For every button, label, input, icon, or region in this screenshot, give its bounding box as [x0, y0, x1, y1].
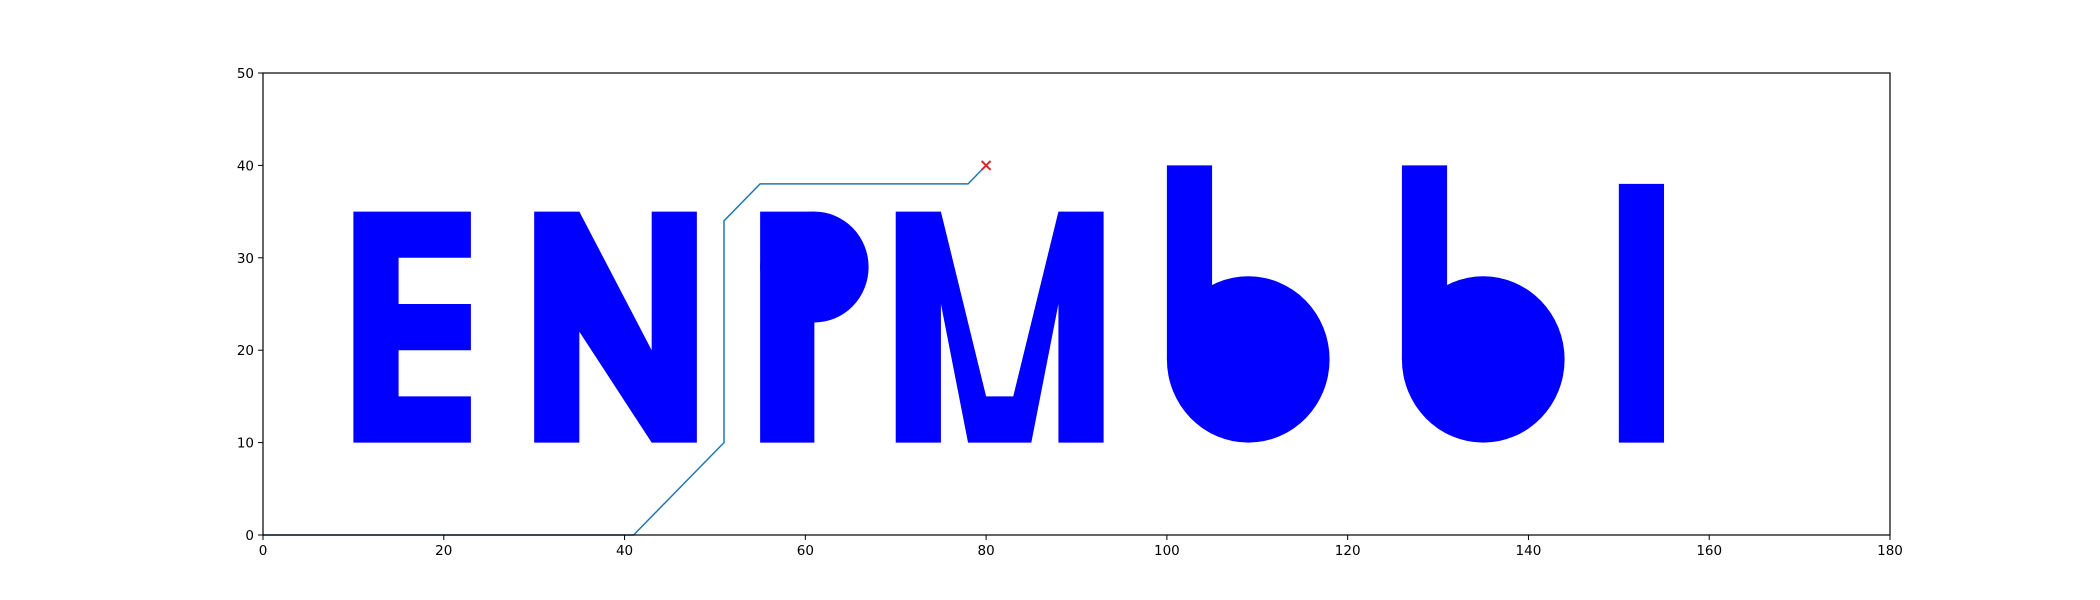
obstacle-bar — [1618, 183, 1665, 443]
axes-frame — [262, 72, 1891, 536]
y-axis-ticks: 0 10 20 30 40 50 — [237, 66, 263, 544]
x-tick-label: 20 — [435, 543, 452, 559]
obstacle-M — [895, 211, 1104, 443]
y-tick-label: 10 — [237, 436, 254, 452]
y-tick-label: 30 — [237, 251, 254, 267]
y-tick-label: 40 — [237, 158, 254, 174]
obstacle-b2-bowl — [1401, 276, 1565, 443]
obstacles-layer — [353, 165, 1665, 443]
goal-marker — [980, 160, 992, 171]
obstacle-E — [353, 211, 471, 443]
x-tick-label: 160 — [1696, 543, 1722, 559]
marker-layer — [980, 160, 992, 171]
y-tick-label: 50 — [237, 66, 254, 82]
obstacle-N — [534, 211, 697, 443]
x-tick-label: 100 — [1154, 543, 1180, 559]
x-tick-label: 60 — [797, 543, 814, 559]
y-tick-label: 0 — [245, 528, 254, 544]
x-tick-label: 180 — [1877, 543, 1903, 559]
x-tick-label: 40 — [616, 543, 633, 559]
x-tick-label: 80 — [978, 543, 995, 559]
x-tick-label: 120 — [1335, 543, 1361, 559]
obstacle-P-bowl — [760, 211, 869, 323]
obstacle-b1-bowl — [1166, 276, 1330, 443]
x-axis-ticks: 0 20 40 60 80 100 120 140 160 180 — [259, 535, 1903, 559]
goal-marker-stroke-2 — [980, 160, 992, 171]
x-tick-label: 140 — [1516, 543, 1542, 559]
x-tick-label: 0 — [259, 543, 268, 559]
y-tick-label: 20 — [237, 343, 254, 359]
